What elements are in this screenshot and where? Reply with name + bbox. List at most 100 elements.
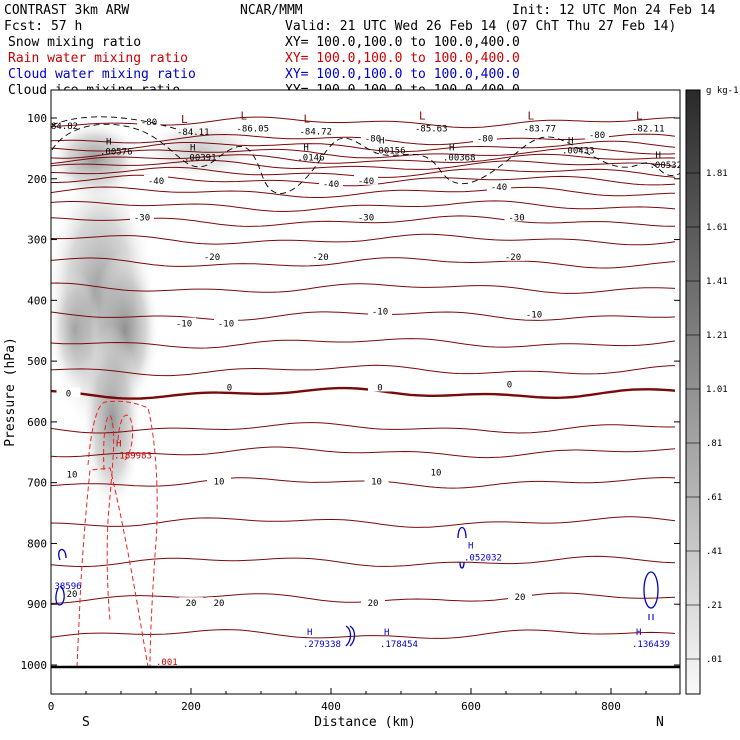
low-marker: L xyxy=(419,109,426,122)
x-axis: 0 200 400 600 800 xyxy=(48,688,647,713)
contour-label-bg xyxy=(501,250,525,261)
temperature-label: -10 xyxy=(176,320,192,330)
temperature-label: -40 xyxy=(491,183,507,193)
colorbar-units: g kg-1 xyxy=(706,86,739,96)
low-value: -85.63 xyxy=(415,124,448,134)
temperature-contour xyxy=(51,186,676,198)
field-snow-xy: XY= 100.0,100.0 to 100.0,400.0 xyxy=(285,35,520,50)
colorbar-label: 1.21 xyxy=(706,331,728,341)
y-tick-label: 600 xyxy=(27,416,47,429)
temperature-label: -80 xyxy=(365,134,381,144)
contour-label-bg xyxy=(361,597,385,608)
cloud-water-contour xyxy=(55,585,65,606)
cloud-water-contour xyxy=(459,561,465,569)
contour-label-bg xyxy=(354,211,378,222)
snow-high-value: .00368 xyxy=(443,154,476,164)
y-tick-label: 800 xyxy=(27,537,47,550)
temperature-label: 10 xyxy=(431,469,442,479)
temperature-label: -40 xyxy=(323,180,339,190)
contour-label-bg xyxy=(200,250,224,261)
temperature-label: -80 xyxy=(141,118,157,128)
temperature-label: 0 xyxy=(507,380,512,390)
rain-high-value: .001 xyxy=(156,658,178,668)
temperature-label: 20 xyxy=(368,599,379,609)
temperature-label: 10 xyxy=(371,478,382,488)
temperature-label: 20 xyxy=(186,599,197,609)
low-value: -84.11 xyxy=(177,128,210,138)
rain-contour xyxy=(87,400,158,668)
cloud-water-high-marker: H xyxy=(468,541,473,551)
temperature-contour xyxy=(51,516,676,528)
y-axis-label: Pressure (hPa) xyxy=(3,337,18,447)
contour-label-bg xyxy=(56,387,81,398)
colorbar-label: .81 xyxy=(706,439,722,449)
temperature-contour xyxy=(51,282,676,294)
temperature-contour xyxy=(51,257,676,269)
y-tick-label: 100 xyxy=(27,112,47,125)
low-value: -83.77 xyxy=(524,124,557,134)
temperature-label: 0 xyxy=(377,383,382,393)
contour-label-bg xyxy=(217,381,242,392)
snow-high-value: .0146 xyxy=(297,154,324,164)
colorbar-label: .41 xyxy=(706,547,722,557)
contour-label-bg xyxy=(364,475,389,486)
snow-high-marker: H xyxy=(568,136,573,146)
y-tick-label: 900 xyxy=(27,598,47,611)
contour-label-bg xyxy=(497,378,522,389)
end-label-north: N xyxy=(656,715,664,730)
contour-label-bg xyxy=(585,129,609,140)
contour-label-bg xyxy=(522,308,546,319)
temperature-contour xyxy=(51,200,676,213)
contour-label-bg xyxy=(308,250,333,261)
cloud-water-contour xyxy=(457,526,467,539)
field-cloudwater-xy: XY= 100.0,100.0 to 100.0,400.0 xyxy=(285,67,520,82)
temperature-label: 10 xyxy=(67,470,78,480)
low-marker: L xyxy=(636,109,643,122)
low-value: -86.05 xyxy=(237,124,270,134)
temperature-label: 0 xyxy=(66,390,71,400)
contour-label-bg xyxy=(207,475,231,486)
y-tick-label: 300 xyxy=(27,234,47,247)
temperature-label: -10 xyxy=(526,311,542,321)
valid-time: Valid: 21 UTC Wed 26 Feb 14 (07 ChT Thu … xyxy=(285,19,676,34)
temperature-contour xyxy=(51,629,676,639)
temperature-label: -30 xyxy=(358,213,374,223)
cloud-water-contour xyxy=(648,614,654,620)
cloud-water-contour xyxy=(58,548,67,561)
cloud-water-high-marker: H xyxy=(636,628,641,638)
low-marker: L xyxy=(241,109,248,122)
temperature-label: 20 xyxy=(515,593,526,603)
temperature-contour xyxy=(51,338,676,349)
cloud-ice-contours xyxy=(51,116,680,194)
cloud-water-contours xyxy=(55,526,659,647)
colorbar-label: .21 xyxy=(706,601,722,611)
snow-high-marker: H xyxy=(449,144,454,154)
contour-label-bg xyxy=(60,468,84,479)
contour-label-bg xyxy=(60,588,84,599)
temperature-contour xyxy=(51,233,676,246)
rain-high-marker: H xyxy=(116,439,121,449)
cloud-ice-contour xyxy=(51,116,181,131)
contour-label-bg xyxy=(504,211,529,222)
snow-high-marker: H xyxy=(656,151,661,161)
low-value: 84.82 xyxy=(51,122,78,132)
plot-area: -80 -80 -80 -80 -40 -40 -40 -40 -30 -30 -30 -20 -20 -… xyxy=(51,90,680,694)
contour-label-bg xyxy=(361,132,385,143)
temperature-contours: -80 -80 -80 -80 -40 -40 -40 -40 -30 -30 -30 -20 -20 -… xyxy=(51,115,676,639)
cloud-water-contour xyxy=(643,571,659,609)
colorbar-label: 1.41 xyxy=(706,277,728,287)
snow-high-marker: H xyxy=(190,144,195,154)
colorbar-ramp xyxy=(685,89,701,695)
temperature-label: -30 xyxy=(508,213,524,223)
extrema-markers: 84.82 L -84.11 L -86.05 L -84.72 L -85.63 L -83.77… xyxy=(51,109,680,668)
temperature-label: -20 xyxy=(505,253,521,263)
snow-high-value: .00391 xyxy=(184,154,217,164)
cloud-water-high-value: .136439 xyxy=(632,640,670,650)
snow-high-marker: H xyxy=(106,137,111,147)
contour-label-bg xyxy=(487,180,511,191)
temperature-label: -40 xyxy=(148,177,164,187)
contour-label-bg xyxy=(179,597,203,608)
x-tick-label: 800 xyxy=(601,700,621,713)
rain-contours xyxy=(76,400,158,668)
